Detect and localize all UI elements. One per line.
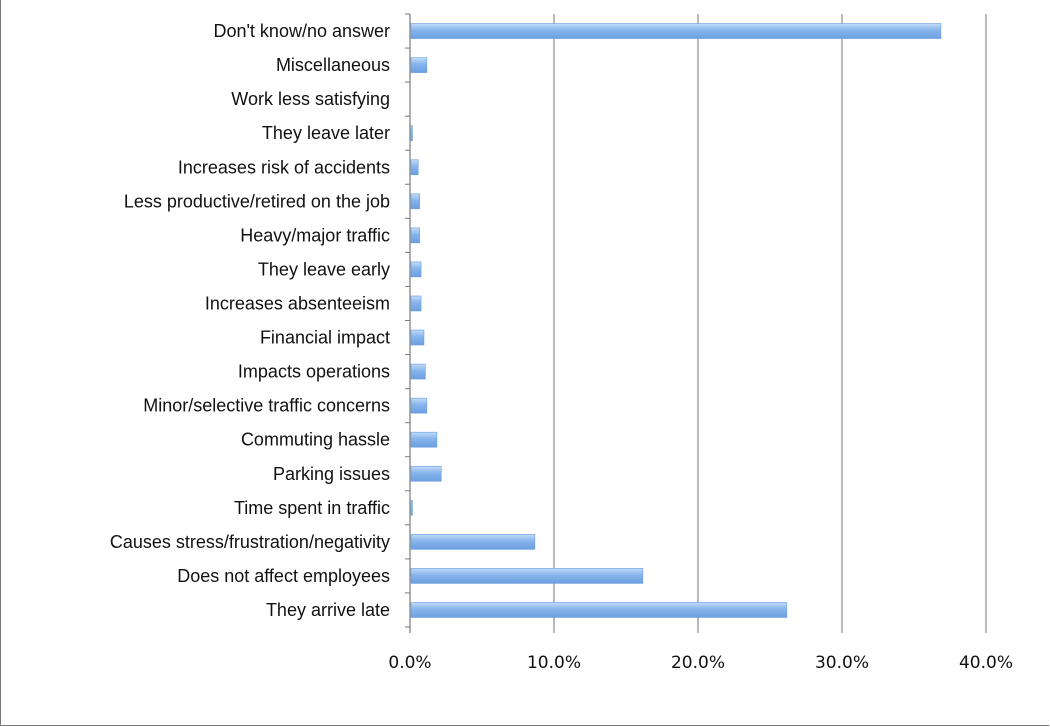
bar: [410, 431, 438, 448]
category-label: They leave later: [262, 123, 390, 143]
category-label: Miscellaneous: [276, 55, 390, 75]
bar: [410, 125, 413, 141]
bar: [410, 602, 788, 618]
bar: [410, 159, 419, 176]
x-tick-label: 10.0%: [527, 653, 581, 673]
bar: [410, 500, 413, 516]
category-label: Less productive/retired on the job: [124, 191, 390, 211]
category-label: Does not affect employees: [177, 566, 390, 586]
x-tick-label: 20.0%: [671, 653, 725, 673]
bars: [410, 23, 942, 618]
category-labels: Don't know/no answer Miscellaneous Work le…: [110, 21, 390, 620]
x-tick-label: 40.0%: [959, 653, 1013, 673]
x-tick-label: 0.0%: [388, 653, 431, 673]
bar: [410, 57, 428, 73]
bar: [410, 329, 425, 346]
category-label: Increases absenteeism: [205, 293, 390, 313]
category-label: Don't know/no answer: [213, 21, 390, 41]
bar: [410, 193, 420, 210]
category-label: Financial impact: [260, 328, 390, 348]
bar: [410, 261, 422, 278]
category-label: Causes stress/frustration/negativity: [110, 532, 390, 552]
bar: [410, 568, 644, 584]
category-label: They leave early: [258, 259, 390, 279]
bar: [410, 534, 536, 550]
gridlines: [405, 13, 987, 633]
category-label: Work less satisfying: [231, 89, 390, 109]
bar: [410, 465, 442, 482]
category-label: Increases risk of accidents: [178, 157, 390, 177]
category-label: Minor/selective traffic concerns: [143, 396, 390, 416]
category-label: They arrive late: [266, 600, 390, 620]
bar: [410, 295, 422, 312]
category-label: Parking issues: [273, 464, 390, 484]
bar: [410, 227, 420, 244]
category-label: Commuting hassle: [241, 430, 390, 450]
category-label: Impacts operations: [238, 362, 390, 382]
category-label: Time spent in traffic: [234, 498, 390, 518]
x-tick-label: 30.0%: [815, 653, 869, 673]
category-label: Heavy/major traffic: [240, 225, 390, 245]
bar: [410, 397, 428, 414]
bar: [410, 23, 942, 39]
x-axis-tick-labels: 0.0% 10.0% 20.0% 30.0% 40.0%: [388, 653, 1013, 673]
bar: [410, 363, 426, 380]
